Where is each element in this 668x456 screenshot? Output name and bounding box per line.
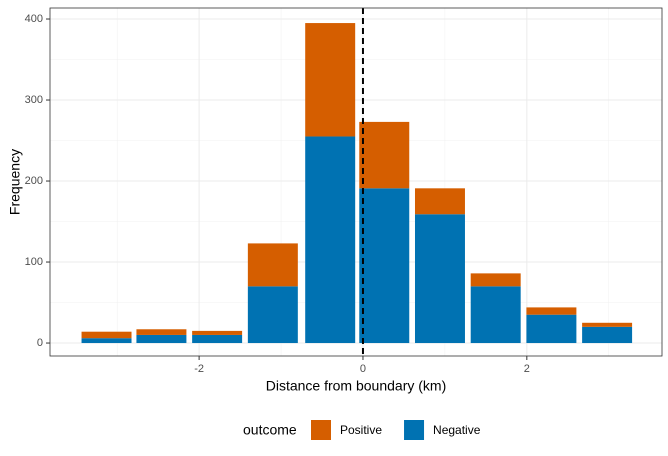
bar xyxy=(192,330,243,335)
panel-border xyxy=(49,7,663,357)
bar xyxy=(359,121,410,189)
y-tick-label: 0 xyxy=(37,337,43,349)
bar xyxy=(359,188,410,344)
bar xyxy=(414,214,465,344)
bar xyxy=(526,307,577,315)
bar xyxy=(192,334,243,344)
bar xyxy=(305,136,356,344)
x-tick-label: 2 xyxy=(524,363,530,375)
bar xyxy=(414,188,465,215)
bar xyxy=(582,322,633,327)
bar xyxy=(470,273,521,287)
x-tick-label: -2 xyxy=(194,363,204,375)
x-tick-label: 0 xyxy=(360,363,366,375)
legend-swatch xyxy=(311,420,331,440)
bar xyxy=(247,286,298,344)
bar xyxy=(526,314,577,344)
bar xyxy=(81,338,132,344)
bar xyxy=(470,286,521,344)
x-axis-title: Distance from boundary (km) xyxy=(266,378,447,394)
y-tick-label: 300 xyxy=(25,94,43,106)
y-axis-title: Frequency xyxy=(7,149,23,215)
y-tick-label: 400 xyxy=(25,13,43,25)
legend-title: outcome xyxy=(243,422,297,438)
bar xyxy=(81,331,132,339)
bar xyxy=(136,329,187,335)
y-tick-label: 200 xyxy=(25,175,43,187)
bar xyxy=(305,23,356,137)
legend-label: Negative xyxy=(433,423,481,437)
legend-label: Positive xyxy=(340,423,382,437)
legend-swatch xyxy=(404,420,425,440)
bar xyxy=(136,334,187,344)
bar xyxy=(582,326,633,344)
y-tick-label: 100 xyxy=(25,256,43,268)
bar xyxy=(247,243,298,287)
